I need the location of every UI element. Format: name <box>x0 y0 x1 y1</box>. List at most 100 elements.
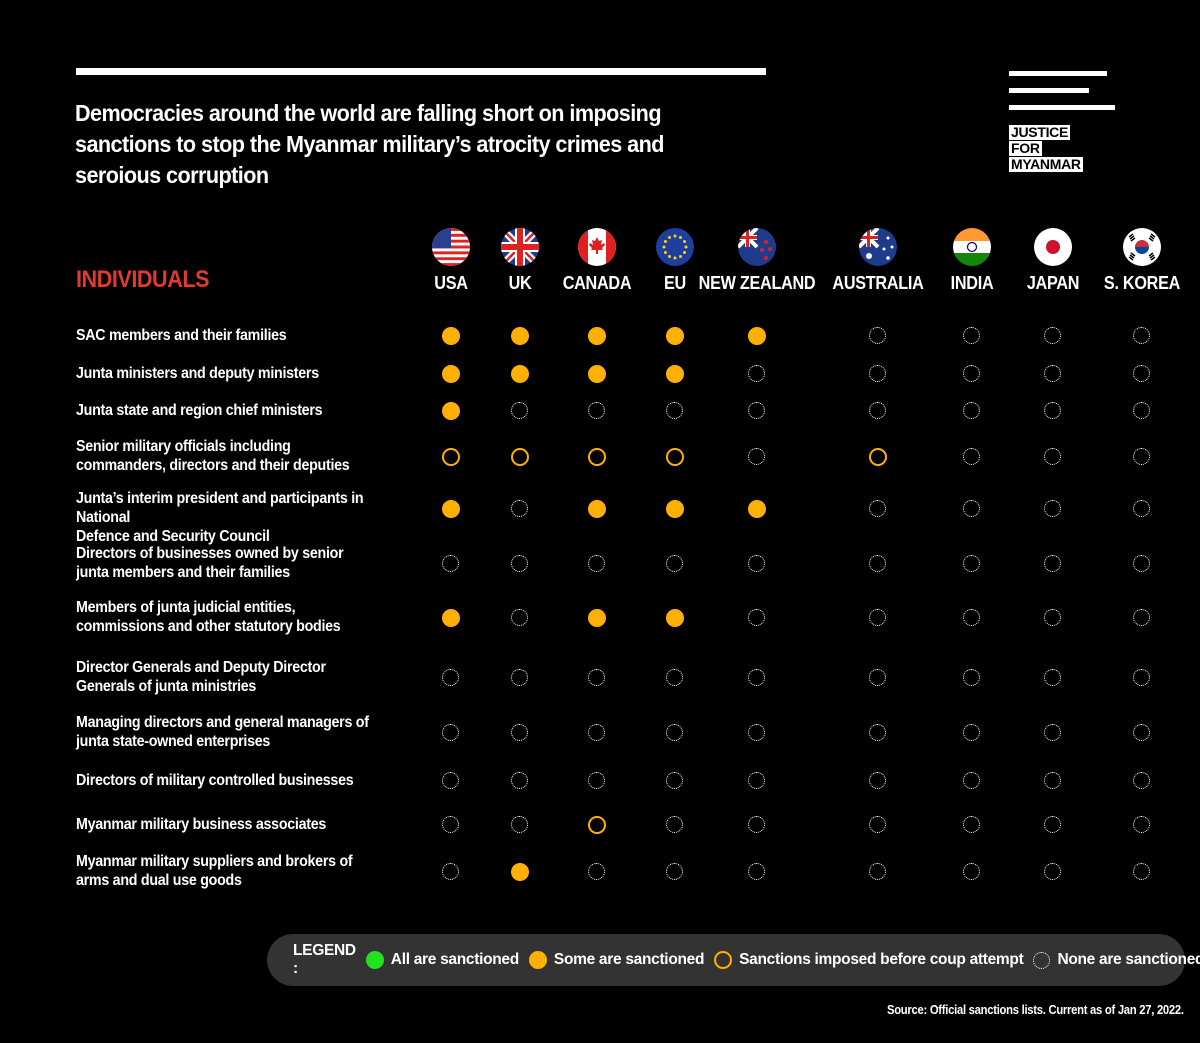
status-some-icon <box>528 951 547 969</box>
status-none-icon <box>963 365 980 382</box>
logo-bar <box>1009 88 1089 93</box>
status-none-icon <box>1133 555 1150 572</box>
row-label: Senior military officials including comma… <box>76 437 407 475</box>
status-none-icon <box>748 365 765 382</box>
status-some-icon <box>666 365 684 383</box>
status-none-icon <box>869 669 886 686</box>
row-label: Directors of military controlled busines… <box>76 771 407 790</box>
status-none-icon <box>748 448 765 465</box>
row-label-line: Senior military officials including <box>76 438 291 455</box>
row-label-line: SAC members and their families <box>76 326 287 344</box>
status-none-icon <box>1044 500 1061 517</box>
status-none-icon <box>1044 863 1061 880</box>
status-some-icon <box>588 500 606 518</box>
new-zealand-flag-icon <box>738 228 776 266</box>
status-none-icon <box>1044 555 1061 572</box>
status-none-icon <box>511 500 528 517</box>
status-none-icon <box>963 816 980 833</box>
country-name: AUSTRALIA <box>832 273 924 293</box>
status-none-icon <box>869 500 886 517</box>
status-none-icon <box>963 863 980 880</box>
status-pre-icon <box>714 951 733 969</box>
logo-bar <box>1009 71 1107 76</box>
country-column-header: INDIA <box>902 228 1042 294</box>
status-none-icon <box>1044 402 1061 419</box>
status-none-icon <box>963 500 980 517</box>
status-none-icon <box>1133 402 1150 419</box>
status-none-icon <box>442 863 459 880</box>
status-none-icon <box>869 863 886 880</box>
row-label-line: Junta state and region chief ministers <box>76 401 323 419</box>
status-some-icon <box>666 609 684 627</box>
legend-item-none: None are sanctioned <box>1033 951 1200 969</box>
country-column-header: EU <box>605 228 745 294</box>
status-some-icon <box>442 500 460 518</box>
logo-word: FOR <box>1009 140 1042 156</box>
status-none-icon <box>869 402 886 419</box>
status-none-icon <box>1044 816 1061 833</box>
legend-label: Some are sanctioned <box>553 951 705 968</box>
legend-item-pre: Sanctions imposed before coup attempt <box>714 951 1024 969</box>
status-none-icon <box>1044 365 1061 382</box>
status-some-icon <box>588 327 606 345</box>
legend-label: All are sanctioned <box>390 951 519 968</box>
row-label: Junta state and region chief ministers <box>76 401 407 420</box>
logo-word: MYANMAR <box>1009 156 1083 172</box>
status-none-icon <box>963 448 980 465</box>
status-none-icon <box>748 724 765 741</box>
status-none-icon <box>511 402 528 419</box>
country-column-header: UK <box>450 228 590 294</box>
status-none-icon <box>666 669 683 686</box>
status-none-icon <box>511 772 528 789</box>
status-none-icon <box>1133 724 1150 741</box>
canada-flag-icon <box>578 228 616 266</box>
status-none-icon <box>666 724 683 741</box>
status-none-icon <box>1133 365 1150 382</box>
row-label-line: Directors of businesses owned by senior <box>76 545 344 562</box>
status-some-icon <box>748 327 766 345</box>
country-name: EU <box>664 273 686 293</box>
status-none-icon <box>869 772 886 789</box>
status-none-icon <box>666 402 683 419</box>
status-some-icon <box>442 609 460 627</box>
country-column-header: S. KOREA <box>1072 228 1200 294</box>
status-none-icon <box>1133 609 1150 626</box>
status-none-icon <box>869 555 886 572</box>
status-none-icon <box>748 555 765 572</box>
justice-for-myanmar-logo: JUSTICE FOR MYANMAR <box>1009 71 1115 181</box>
status-none-icon <box>511 669 528 686</box>
status-none-icon <box>963 402 980 419</box>
status-none-icon <box>511 555 528 572</box>
status-none-icon <box>748 863 765 880</box>
status-pre-icon <box>588 816 606 834</box>
status-none-icon <box>1133 448 1150 465</box>
country-name: CANADA <box>562 273 632 293</box>
country-name: S. KOREA <box>1103 273 1181 293</box>
eu-flag-icon <box>656 228 694 266</box>
row-label-line: Defence and Security Council <box>76 528 270 545</box>
row-label: Myanmar military suppliers and brokers o… <box>76 852 407 890</box>
japan-flag-icon <box>1034 228 1072 266</box>
status-none-icon <box>666 863 683 880</box>
status-none-icon <box>1133 816 1150 833</box>
row-label-line: Director Generals and Deputy Director <box>76 659 326 676</box>
status-some-icon <box>666 327 684 345</box>
status-none-icon <box>511 816 528 833</box>
country-column-header: JAPAN <box>983 228 1123 294</box>
status-none-icon <box>442 724 459 741</box>
status-none-icon <box>442 669 459 686</box>
country-name: JAPAN <box>1026 273 1080 293</box>
status-some-icon <box>666 500 684 518</box>
status-none-icon <box>666 555 683 572</box>
row-label-line: commissions and other statutory bodies <box>76 618 341 635</box>
status-none-icon <box>1133 772 1150 789</box>
status-none-icon <box>1044 448 1061 465</box>
status-none-icon <box>1044 669 1061 686</box>
row-label: Managing directors and general managers … <box>76 713 407 751</box>
status-some-icon <box>588 365 606 383</box>
status-none-icon <box>666 816 683 833</box>
status-none-icon <box>442 555 459 572</box>
status-none-icon <box>588 724 605 741</box>
country-column-header: USA <box>381 228 521 294</box>
status-none-icon <box>748 669 765 686</box>
